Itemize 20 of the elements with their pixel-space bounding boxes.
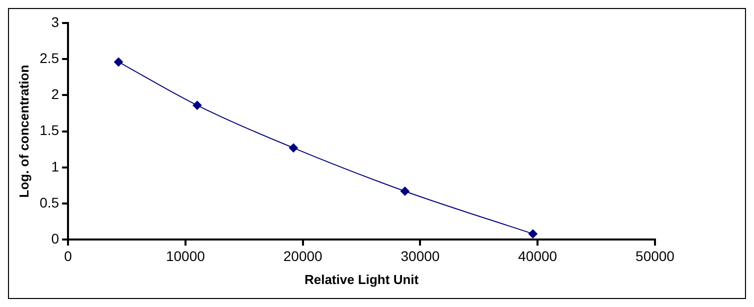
x-tick-label: 0 [64, 248, 72, 264]
y-axis-title: Log. of concentration [16, 64, 32, 198]
y-tick-label: 0 [51, 230, 60, 246]
y-tick-label: 0.5 [40, 194, 60, 210]
x-tick-label: 10000 [166, 248, 206, 264]
x-tick-label: 30000 [400, 248, 440, 264]
point [288, 143, 298, 152]
y-tick-label: 1.5 [40, 122, 60, 138]
y-tick-label: 2.5 [40, 50, 60, 66]
x-axis-title: Relative Light Unit [304, 272, 420, 287]
y-tick-label: 1 [51, 158, 60, 174]
point [192, 100, 202, 110]
y-tick-label: 2 [51, 86, 60, 102]
x-tick-label: 20000 [283, 248, 323, 264]
x-tick-label: 50000 [636, 248, 675, 264]
y-tick-label: 3 [51, 14, 60, 30]
point [400, 186, 410, 196]
x-tick-label: 40000 [518, 248, 558, 264]
point [114, 57, 124, 66]
point [528, 229, 538, 238]
